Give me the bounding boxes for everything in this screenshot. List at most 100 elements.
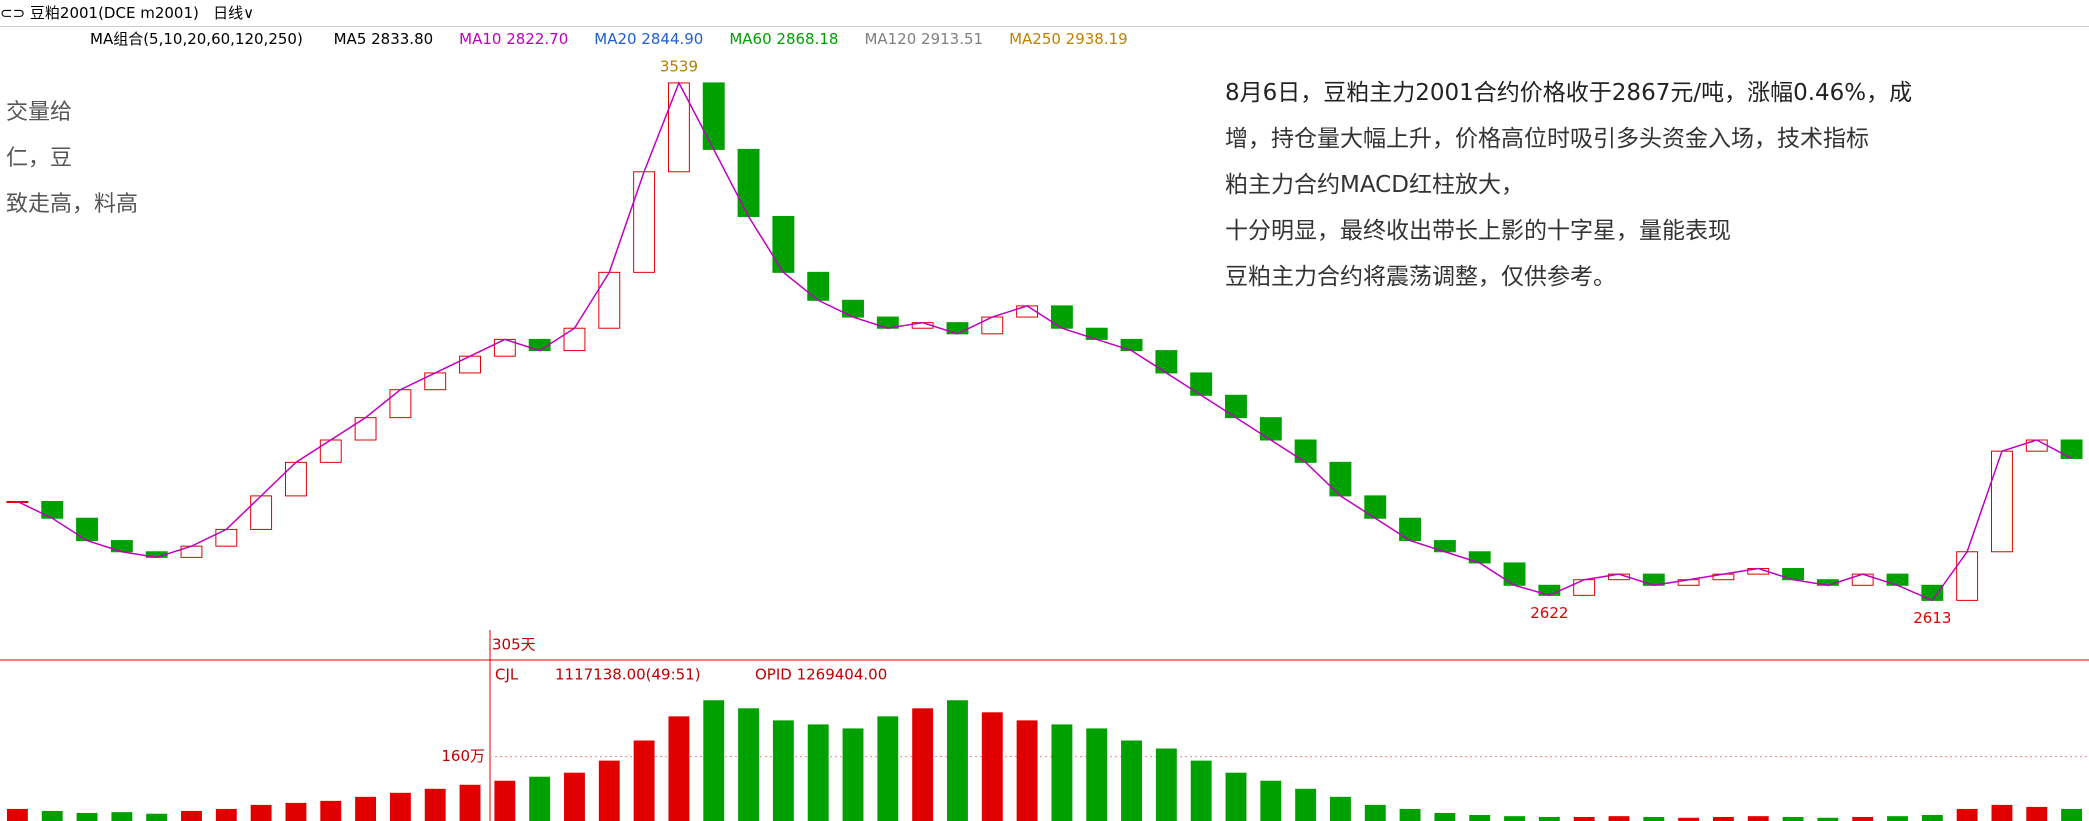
candle [285, 462, 306, 496]
candle [42, 501, 63, 518]
candle [1400, 518, 1421, 540]
candle [1992, 451, 2013, 552]
volume-bar [773, 720, 794, 821]
note-line: 仁，豆 [6, 136, 138, 182]
commentary-line: 粕主力合约MACD红柱放大， [1225, 162, 1912, 208]
opid-value: OPID 1269404.00 [755, 666, 887, 684]
volume-bar [703, 700, 724, 821]
volume-bar [1783, 817, 1804, 821]
volume-bar [1748, 816, 1769, 821]
commentary: 8月6日，豆粕主力2001合约价格收于2867元/吨，涨幅0.46%，成增，持仓… [1225, 70, 1912, 300]
candle [738, 149, 759, 216]
commentary-line: 豆粕主力合约将震荡调整，仅供参考。 [1225, 254, 1912, 300]
volume-bar [1086, 728, 1107, 821]
volume-bar [599, 761, 620, 821]
candle [1156, 351, 1177, 373]
candle [1051, 306, 1072, 328]
volume-bar [2061, 809, 2082, 821]
volume-bar [1643, 817, 1664, 821]
candle [2061, 440, 2082, 458]
volume-bar [1574, 817, 1595, 821]
candle [460, 356, 481, 373]
commentary-line: 增，持仓量大幅上升，价格高位时吸引多头资金入场，技术指标 [1225, 116, 1912, 162]
volume-bar [1469, 815, 1490, 821]
candle [1191, 373, 1212, 395]
volume-bar [1852, 817, 1873, 821]
volume-bar [1887, 816, 1908, 821]
candle [703, 83, 724, 150]
volume-bar [1226, 773, 1247, 821]
volume-bar [460, 785, 481, 821]
volume-bar [982, 712, 1003, 821]
cjl-value: 1117138.00(49:51) [555, 666, 701, 684]
volume-bar [634, 741, 655, 821]
candle [634, 172, 655, 273]
commentary-line: 8月6日，豆粕主力2001合约价格收于2867元/吨，涨幅0.46%，成 [1225, 70, 1912, 116]
volume-bar [1156, 749, 1177, 821]
volume-bar [146, 814, 167, 821]
volume-bar [1051, 724, 1072, 821]
volume-bar [320, 801, 341, 821]
volume-bar [947, 700, 968, 821]
candle [564, 328, 585, 350]
volume-bar [111, 812, 132, 821]
volume-bar [42, 811, 63, 821]
volume-bar [1365, 805, 1386, 821]
volume-bar [494, 781, 515, 821]
volume-bar [668, 716, 689, 821]
volume-bar [216, 809, 237, 821]
candle [1330, 462, 1351, 496]
note-line: 交量给 [6, 90, 138, 136]
candle [982, 317, 1003, 334]
candle [808, 272, 829, 300]
volume-bar [564, 773, 585, 821]
candle [1574, 580, 1595, 596]
volume-bar [7, 809, 28, 821]
candle [1295, 440, 1316, 462]
days-label: 305天 [492, 636, 536, 654]
volume-bar [912, 708, 933, 821]
volume-bar [355, 797, 376, 821]
candle [320, 440, 341, 462]
note-line: 致走高，料高 [6, 182, 138, 228]
candle [216, 529, 237, 546]
candle [1957, 552, 1978, 601]
volume-bar [2026, 807, 2047, 821]
candle [1922, 585, 1943, 600]
indicator[interactable]: CJL [495, 666, 519, 684]
candle [1365, 496, 1386, 518]
candle [425, 373, 446, 390]
candle [1226, 395, 1247, 417]
volume-bar [390, 793, 411, 821]
volume-bar [1330, 797, 1351, 821]
volume-bar [1957, 809, 1978, 821]
volume-bar [425, 789, 446, 821]
price-label: 3539 [660, 57, 698, 75]
volume-bar [738, 708, 759, 821]
candle [355, 418, 376, 440]
candle [599, 272, 620, 328]
volume-bar [877, 716, 898, 821]
volume-bar [1992, 805, 2013, 821]
volume-bar [285, 803, 306, 821]
volume-bar [1017, 720, 1038, 821]
volume-bar [1504, 816, 1525, 821]
volume-bar [529, 777, 550, 821]
candle [251, 496, 272, 530]
price-label: 2613 [1913, 609, 1951, 627]
volume-bar [1434, 813, 1455, 821]
candle [773, 216, 794, 272]
volume-bar [1922, 815, 1943, 821]
commentary-line: 十分明显，最终收出带长上影的十字星，量能表现 [1225, 208, 1912, 254]
candle [77, 518, 98, 540]
volume-bar [843, 728, 864, 821]
volume-bar [1713, 817, 1734, 821]
candle [1260, 418, 1281, 440]
volume-bar [1121, 741, 1142, 821]
candle [843, 300, 864, 317]
page: ⊂⊃ 豆粕2001(DCE m2001) 日线∨ MA组合(5,10,20,60… [0, 0, 2089, 821]
volume-bar [77, 813, 98, 821]
volume-bar [1609, 816, 1630, 821]
volume-bar [1191, 761, 1212, 821]
volume-bar [1295, 789, 1316, 821]
